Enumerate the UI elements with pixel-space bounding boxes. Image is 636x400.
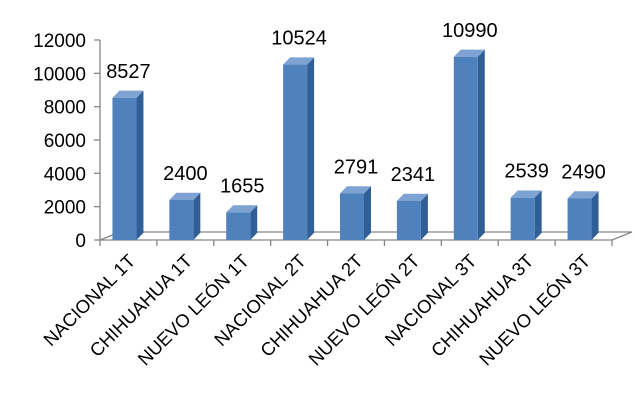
data-label: 2490 — [561, 162, 606, 184]
bar-front — [226, 212, 250, 240]
category-label: CHIHUAHUA 3T — [427, 250, 538, 361]
bar-front — [568, 199, 592, 241]
bar-front — [169, 200, 193, 240]
bar-layer — [112, 50, 598, 240]
y-tick-label: 4000 — [44, 164, 86, 185]
bar-front — [511, 198, 535, 240]
bar — [340, 186, 371, 240]
y-tick-label: 10000 — [33, 64, 86, 85]
data-label: 8527 — [106, 61, 151, 83]
bar-side — [592, 191, 599, 240]
bar — [397, 194, 428, 240]
bar-front — [112, 98, 136, 240]
bar — [511, 190, 542, 240]
bar-front — [283, 65, 307, 240]
bar — [568, 191, 599, 240]
data-label: 10524 — [271, 28, 327, 50]
y-tick-label: 6000 — [44, 131, 86, 152]
category-label: CHIHUAHUA 2T — [256, 250, 367, 361]
bar — [283, 57, 314, 240]
y-tick-label: 2000 — [44, 198, 86, 219]
data-label: 10990 — [442, 20, 498, 42]
bar-side — [136, 91, 143, 240]
category-label: NUEVO LEÓN 3T — [475, 250, 595, 370]
data-label: 2400 — [163, 163, 208, 185]
bar-side — [193, 193, 200, 240]
bar-side — [421, 194, 428, 240]
bar-side — [478, 50, 485, 240]
category-label: CHIHUAHUA 1T — [85, 250, 196, 361]
y-tick-label: 8000 — [44, 98, 86, 119]
bar — [454, 50, 485, 240]
bar-side — [364, 186, 371, 240]
bar — [169, 193, 200, 240]
data-label: 2791 — [334, 156, 379, 178]
y-tick-label: 0 — [75, 231, 86, 252]
bar — [112, 91, 143, 240]
bar-front — [397, 201, 421, 240]
bar-side — [307, 57, 314, 240]
data-label: 1655 — [220, 175, 265, 197]
y-tick-label: 12000 — [33, 31, 86, 52]
data-label: 2539 — [504, 161, 549, 183]
bar-front — [340, 193, 364, 240]
data-label: 2341 — [391, 164, 436, 186]
bar-front — [454, 57, 478, 240]
bar-side — [535, 190, 542, 240]
bar — [226, 205, 257, 240]
